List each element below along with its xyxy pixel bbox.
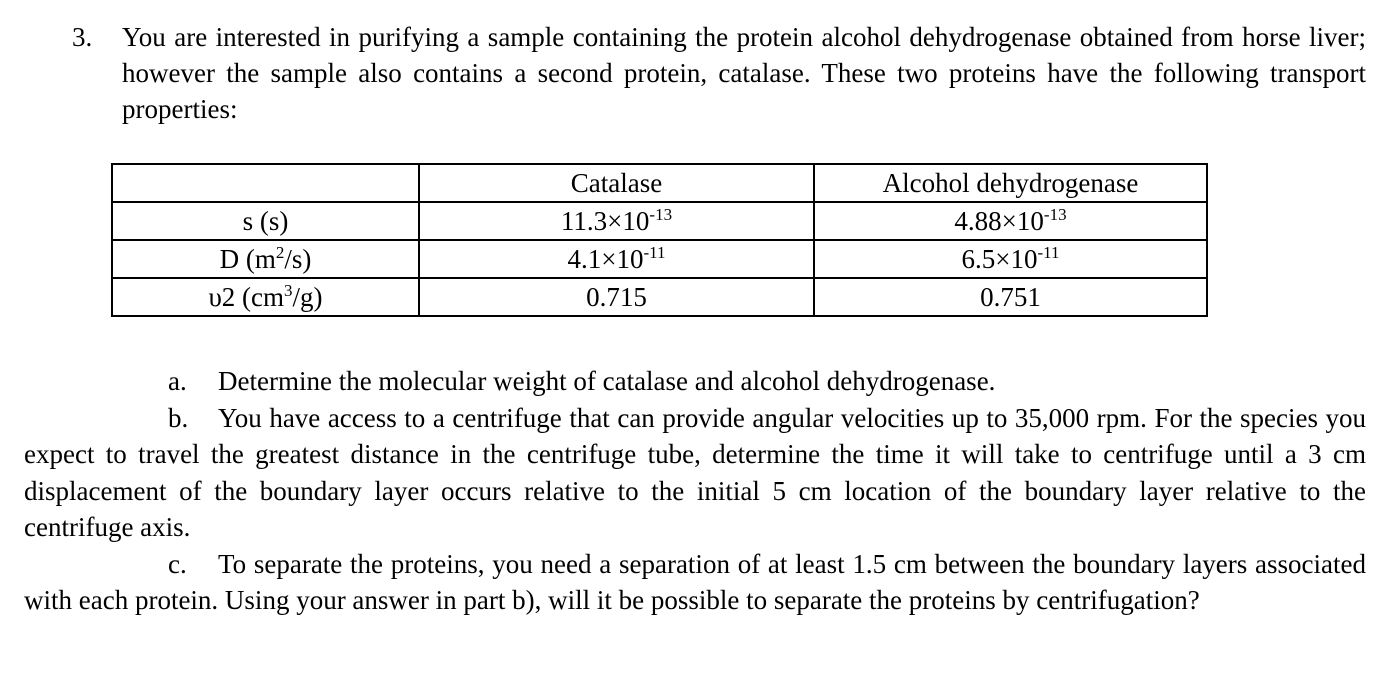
table-row: υ2 (cm3/g) 0.715 0.751 [111,277,1208,317]
transport-properties-table: Catalase Alcohol dehydrogenase s (s) 11.… [111,163,1208,317]
catalase-value: 4.1×10-11 [418,239,815,279]
question-3: 3. You are interested in purifying a sam… [72,19,1366,127]
header-cell: Catalase [418,163,815,203]
part-text: To separate the proteins, you need a sep… [24,548,1366,616]
adh-value: 0.751 [813,277,1208,317]
part-text: You have access to a centrifuge that can… [24,402,1366,543]
row-label: s (s) [111,201,420,241]
adh-value: 6.5×10-11 [813,239,1208,279]
row-label: D (m2/s) [111,239,420,279]
question-text: You are interested in purifying a sample… [122,22,1366,124]
header-cell [111,163,420,203]
question-number: 3. [72,22,93,52]
header-cell: Alcohol dehydrogenase [813,163,1208,203]
catalase-value: 11.3×10-13 [418,201,815,241]
part-label: b. [168,402,189,433]
table-row: s (s) 11.3×10-13 4.88×10-13 [111,201,1208,241]
adh-value: 4.88×10-13 [813,201,1208,241]
catalase-value: 0.715 [418,277,815,317]
part-label: c. [168,548,187,579]
part-c: c. To separate the proteins, you need a s… [24,546,1366,619]
table-header-row: Catalase Alcohol dehydrogenase [111,163,1208,203]
part-text: Determine the molecular weight of catala… [218,366,996,396]
table-row: D (m2/s) 4.1×10-11 6.5×10-11 [111,239,1208,279]
part-b: b. You have access to a centrifuge that c… [24,400,1366,546]
part-a: a. Determine the molecular weight of cata… [24,363,1366,400]
part-label: a. [168,366,187,396]
row-label: υ2 (cm3/g) [111,277,420,317]
question-parts: a. Determine the molecular weight of cata… [24,363,1366,619]
